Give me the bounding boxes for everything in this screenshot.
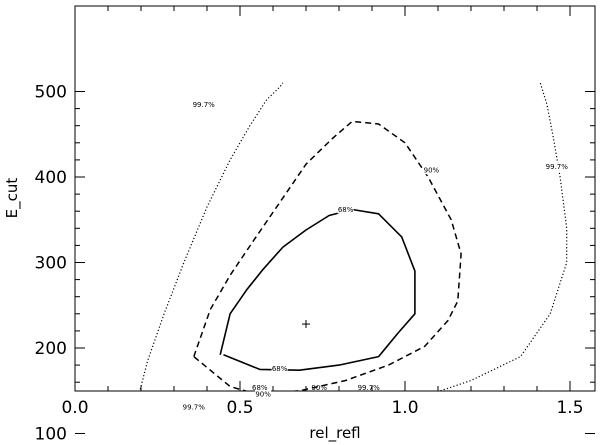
x-axis-title: rel_refl <box>309 424 360 443</box>
contour-label-bg <box>271 364 288 373</box>
contour-2 <box>193 120 462 391</box>
contour-label-bg <box>185 402 202 411</box>
contour-label: 90% <box>255 391 271 399</box>
contour-1 <box>219 208 416 372</box>
y-tick-label: 300 <box>35 254 67 274</box>
contour-label: 68% <box>272 365 288 373</box>
tick-labels: 0.0 0.5 1.0 1.5 100 200 300 400 500 <box>35 83 584 445</box>
contour-label-bg <box>548 162 565 171</box>
contour-label: 90% <box>424 167 440 175</box>
contour-4 <box>438 82 568 391</box>
y-axis-title: E_cut <box>3 178 22 219</box>
contour-lines <box>139 82 568 391</box>
y-tick-label: 400 <box>35 168 67 188</box>
axis-ticks <box>74 6 595 434</box>
y-tick-label: 500 <box>35 83 67 103</box>
contour-label-bg <box>423 166 440 175</box>
bottom-contour-label: 90% <box>311 384 327 392</box>
contour-labels: 68%68%90%90%99.7%99.7%99.7%68% 90% 99.7% <box>183 100 569 411</box>
contour-label: 99.7% <box>546 163 569 171</box>
best-fit-marker <box>302 320 310 329</box>
y-tick-label: 200 <box>35 339 67 359</box>
bottom-contour-label: 68% <box>252 384 268 392</box>
x-tick-label: 0.5 <box>226 398 253 418</box>
contour-label: 99.7% <box>193 101 216 109</box>
contour-label-bg <box>255 390 272 399</box>
bottom-contour-label: 99.7% <box>358 384 381 392</box>
plot-frame <box>74 5 596 392</box>
contour-3 <box>139 82 284 391</box>
contour-label-bg <box>195 100 212 109</box>
contour-label-bg <box>337 205 354 214</box>
y-tick-label: 100 <box>35 425 67 445</box>
x-tick-label: 1.0 <box>391 398 418 418</box>
contour-label: 68% <box>338 206 354 214</box>
x-tick-label: 1.5 <box>556 398 583 418</box>
contour-label: 99.7% <box>183 403 206 411</box>
x-tick-label: 0.0 <box>61 398 88 418</box>
